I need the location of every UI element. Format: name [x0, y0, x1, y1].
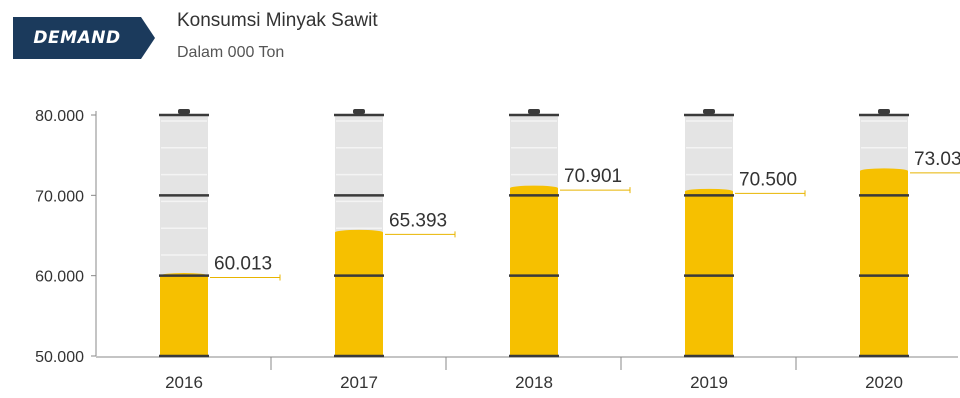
value-label: 60.013: [214, 254, 272, 275]
bar-fill: [335, 232, 383, 356]
value-label: 73.038: [914, 149, 960, 170]
barrel-cap: [878, 109, 890, 114]
barrel-cap: [703, 109, 715, 114]
y-tick-label: 70.000: [35, 188, 84, 205]
y-tick-label: 60.000: [35, 269, 84, 286]
barrel-cap: [178, 109, 190, 114]
x-tick-label: 2018: [515, 373, 553, 392]
bar-fill: [860, 170, 908, 356]
x-tick-label: 2016: [165, 373, 203, 392]
demand-badge: DEMAND: [13, 17, 155, 59]
barrel-cap: [353, 109, 365, 114]
bar-fill-top: [510, 185, 558, 191]
badge-label: DEMAND: [33, 28, 121, 48]
badge-shape: [13, 17, 155, 59]
bar-fill: [510, 188, 558, 356]
x-tick-label: 2017: [340, 373, 378, 392]
bar-fill: [160, 275, 208, 356]
y-tick-label: 50.000: [35, 349, 84, 366]
y-tick-label: 80.000: [35, 108, 84, 125]
value-label: 70.500: [739, 169, 797, 190]
value-label: 70.901: [564, 166, 622, 187]
x-tick-label: 2020: [865, 373, 903, 392]
bar-fill-top: [685, 188, 733, 194]
x-tick-label: 2019: [690, 373, 728, 392]
barrel-cap: [528, 109, 540, 114]
value-label: 65.393: [389, 210, 447, 231]
chart-title: Konsumsi Minyak Sawit: [177, 10, 378, 31]
chart-subtitle: Dalam 000 Ton: [177, 44, 285, 61]
bar-fill: [685, 191, 733, 356]
bar-fill-top: [335, 229, 383, 235]
bar-fill-top: [860, 168, 908, 174]
